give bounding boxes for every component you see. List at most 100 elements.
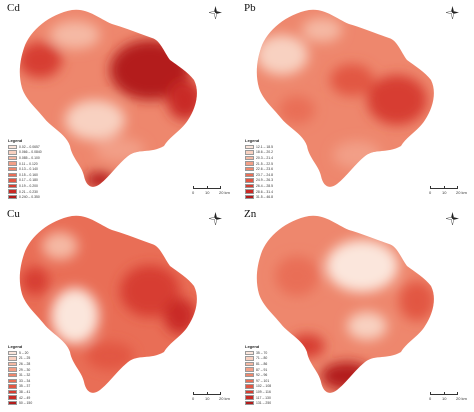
- legend-label: 0.21 – 0.230: [19, 189, 38, 194]
- legend-item: 33 – 34: [8, 378, 32, 384]
- legend-item: 24.9 – 26.3: [245, 178, 273, 184]
- legend-label: 35 – 37: [19, 384, 31, 389]
- panel-cd: Cd Legend 0.02 – 0.0657 0.066 – 0.0840 0.0…: [0, 0, 237, 206]
- scale-label-0: 0: [429, 396, 432, 401]
- legend-swatch: [8, 155, 17, 161]
- legend-label: 21 – 25: [19, 356, 31, 361]
- panel-title-zn: Zn: [244, 208, 257, 220]
- legend-item: 50 – 150: [8, 400, 32, 406]
- legend-swatch: [8, 166, 17, 172]
- legend-item: 0.240 – 0.350: [8, 194, 42, 200]
- legend-label: 35 – 70: [256, 350, 268, 355]
- scale-label-20: 20 km: [456, 396, 467, 401]
- legend-swatch: [8, 189, 17, 194]
- panel-cu: Cu Legend 5 – 20 21 – 25 26 – 28 29 – 30 31 …: [0, 206, 237, 412]
- legend-label: 131 – 250: [256, 401, 272, 406]
- legend-swatch: [8, 194, 17, 200]
- legend-label: 0.15 – 0.160: [19, 172, 38, 177]
- legend-swatch: [245, 166, 254, 172]
- scale-label-10: 10: [205, 190, 210, 195]
- scale-label-10: 10: [205, 396, 210, 401]
- legend-swatch: [245, 183, 254, 189]
- scale-label-20: 20 km: [219, 396, 230, 401]
- legend-item: 35 – 70: [245, 350, 271, 356]
- legend-item: 92 – 96: [245, 372, 271, 378]
- legend-label: 5 – 20: [19, 350, 29, 355]
- scale-label-10: 10: [442, 190, 447, 195]
- scale-label-20: 20 km: [219, 190, 230, 195]
- legend-label: 38 – 41: [19, 389, 31, 394]
- legend-rows: 5 – 20 21 – 25 26 – 28 29 – 30 31 – 32 33 – 3…: [8, 350, 32, 406]
- legend-label: 42 – 49: [19, 395, 31, 400]
- legend-label: 87 – 91: [256, 367, 268, 372]
- legend-label: 29 – 30: [19, 367, 31, 372]
- legend-rows: 0.02 – 0.0657 0.066 – 0.0840 0.085 – 0.100…: [8, 144, 42, 200]
- legend-label: 28.6 – 31.4: [256, 189, 273, 194]
- legend-label: 0.17 – 0.180: [19, 178, 38, 183]
- legend-item: 97 – 101: [245, 378, 271, 384]
- north-arrow-icon: [446, 212, 459, 225]
- legend-label: 22.6 – 23.6: [256, 167, 273, 172]
- legend-swatch: [245, 367, 254, 372]
- legend-label: 0.13 – 0.140: [19, 167, 38, 172]
- legend-swatch: [8, 161, 17, 166]
- legend-item: 18.6 – 20.2: [245, 150, 273, 156]
- legend-label: 18.6 – 20.2: [256, 150, 273, 155]
- legend-label: 21.5 – 22.5: [256, 161, 273, 166]
- legend-rows: 12.1 – 18.5 18.6 – 20.2 20.3 – 21.4 21.5 – …: [245, 144, 273, 200]
- legend-swatch: [245, 194, 254, 200]
- legend-swatch: [8, 395, 17, 400]
- legend-swatch: [245, 361, 254, 367]
- north-arrow-icon: [209, 212, 222, 225]
- scale-mid-tick: [444, 186, 445, 189]
- legend-item: 26.4 – 28.5: [245, 183, 273, 189]
- legend-label: 20.3 – 21.4: [256, 155, 273, 160]
- legend-swatch: [245, 144, 254, 150]
- legend-swatch: [8, 172, 17, 178]
- legend-label: 0.02 – 0.0657: [19, 144, 40, 149]
- legend-label: 117 – 130: [256, 395, 271, 400]
- legend-label: 71 – 80: [256, 356, 268, 361]
- scale-label-10: 10: [442, 396, 447, 401]
- legend-item: 0.085 – 0.100: [8, 155, 42, 161]
- panel-title-cd: Cd: [7, 2, 20, 14]
- panel-zn: Zn Legend 35 – 70 71 – 80 81 – 86 87 – 91 92…: [237, 206, 474, 412]
- legend-item: 21.5 – 22.5: [245, 161, 273, 167]
- scale-mid-tick: [207, 392, 208, 395]
- legend-item: 28.6 – 31.4: [245, 189, 273, 195]
- legend-item: 81 – 86: [245, 361, 271, 367]
- legend-rows: 35 – 70 71 – 80 81 – 86 87 – 91 92 – 96 97 – …: [245, 350, 271, 406]
- legend-item: 0.02 – 0.0657: [8, 144, 42, 150]
- scale-label-0: 0: [192, 190, 195, 195]
- legend-item: 22.6 – 23.6: [245, 166, 273, 172]
- legend-swatch: [245, 172, 254, 178]
- legend-label: 0.066 – 0.0840: [19, 150, 42, 155]
- legend-item: 0.21 – 0.230: [8, 189, 42, 195]
- legend-swatch: [245, 161, 254, 166]
- legend-cu: Legend 5 – 20 21 – 25 26 – 28 29 – 30 31 – 3…: [8, 344, 32, 406]
- legend-swatch: [8, 367, 17, 372]
- map-zn: [256, 215, 434, 393]
- map-cd: [19, 9, 197, 187]
- legend-swatch: [8, 372, 17, 378]
- legend-label: 0.085 – 0.100: [19, 155, 40, 160]
- legend-swatch: [8, 178, 17, 183]
- legend-item: 117 – 130: [245, 395, 271, 401]
- legend-swatch: [245, 389, 254, 395]
- map-pb: [256, 9, 434, 187]
- legend-item: 31.5 – 46.8: [245, 194, 273, 200]
- legend-item: 35 – 37: [8, 384, 32, 390]
- scale-label-0: 0: [429, 190, 432, 195]
- legend-label: 50 – 150: [19, 401, 33, 406]
- legend-item: 23.7 – 24.8: [245, 172, 273, 178]
- legend-label: 33 – 34: [19, 378, 31, 383]
- legend-item: 42 – 49: [8, 395, 32, 401]
- legend-label: 31.5 – 46.8: [256, 195, 273, 200]
- legend-item: 5 – 20: [8, 350, 32, 356]
- legend-swatch: [245, 372, 254, 378]
- legend-swatch: [8, 389, 17, 395]
- legend-label: 109 – 116: [256, 389, 271, 394]
- legend-swatch: [245, 155, 254, 161]
- legend-swatch: [245, 384, 254, 389]
